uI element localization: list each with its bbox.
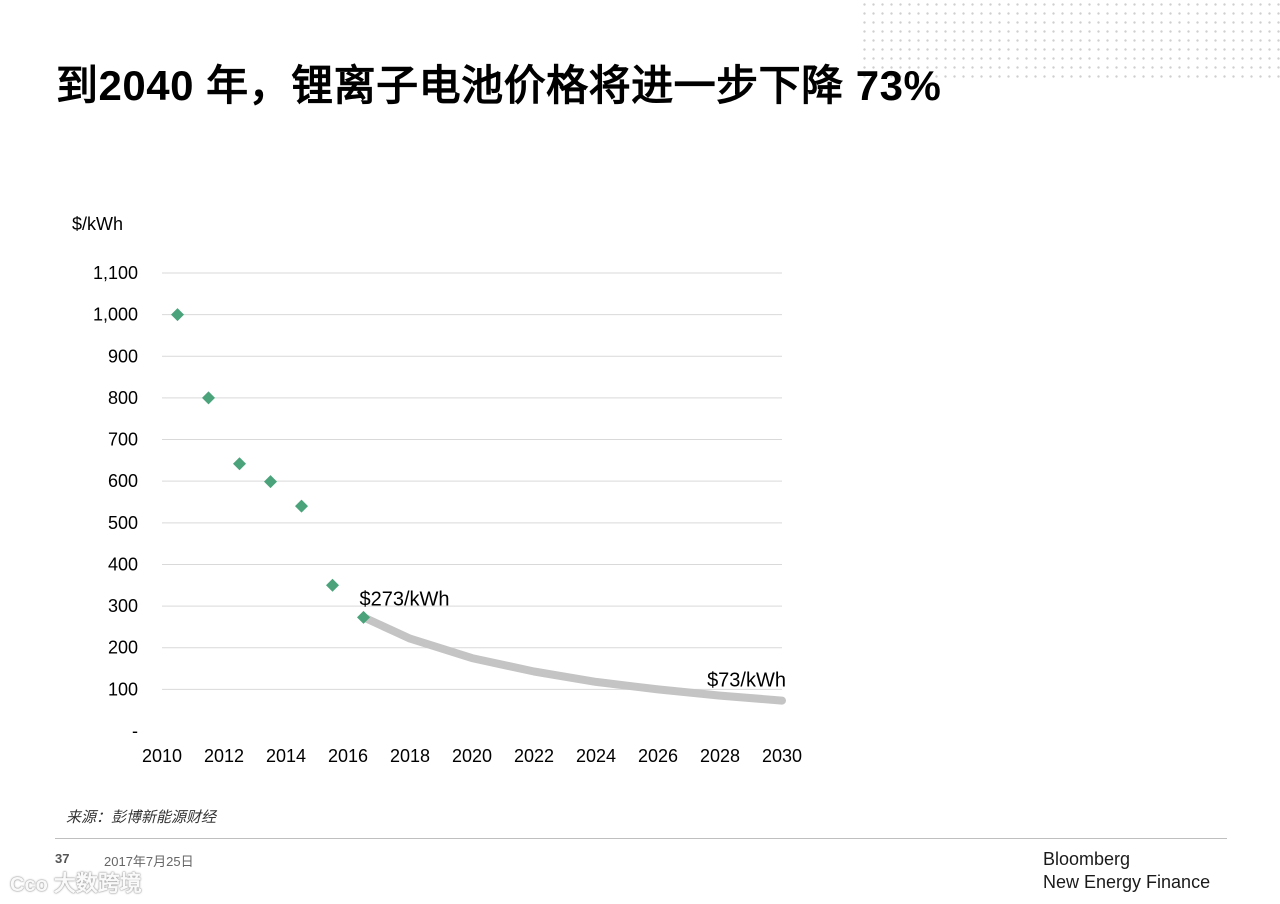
slide-date: 2017年7月25日 — [104, 854, 194, 869]
y-tick-label: 700 — [108, 430, 138, 450]
x-tick-label: 2020 — [452, 746, 492, 766]
brand-line-1: Bloomberg — [1043, 849, 1131, 869]
x-tick-label: 2018 — [390, 746, 430, 766]
y-tick-label: - — [132, 721, 138, 741]
brand-logo: Bloomberg New Energy Finance — [1043, 848, 1210, 894]
x-tick-label: 2028 — [700, 746, 740, 766]
x-tick-label: 2022 — [514, 746, 554, 766]
y-tick-label: 500 — [108, 513, 138, 533]
y-tick-label: 900 — [108, 346, 138, 366]
source-note: 来源：彭博新能源财经 — [66, 809, 217, 826]
data-point-marker — [171, 308, 184, 322]
x-tick-label: 2010 — [142, 746, 182, 766]
y-tick-label: 600 — [108, 471, 138, 491]
x-tick-label: 2030 — [762, 746, 802, 766]
x-tick-label: 2012 — [204, 746, 244, 766]
forecast-line — [359, 613, 786, 705]
data-point-marker — [357, 610, 370, 624]
annotation-label: $273/kWh — [360, 588, 450, 610]
watermark: Cco 大数跨境 — [10, 866, 142, 898]
data-point-marker — [326, 578, 339, 592]
data-point-marker — [202, 391, 215, 405]
annotation-label: $73/kWh — [707, 670, 786, 692]
data-point-marker — [233, 457, 246, 471]
dot-pattern-decoration — [860, 0, 1280, 80]
x-tick-label: 2024 — [576, 746, 616, 766]
x-tick-label: 2014 — [266, 746, 306, 766]
x-tick-label: 2026 — [638, 746, 678, 766]
y-tick-label: 100 — [108, 679, 138, 699]
page-number: 37 — [55, 851, 70, 866]
y-tick-label: 400 — [108, 554, 138, 574]
y-tick-label: 200 — [108, 638, 138, 658]
x-tick-label: 2016 — [328, 746, 368, 766]
y-tick-label: 1,000 — [93, 305, 138, 325]
footer-divider — [55, 838, 1227, 839]
y-tick-label: 300 — [108, 596, 138, 616]
y-axis-label: $/kWh — [72, 214, 123, 234]
watermark-text: 大数跨境 — [53, 871, 142, 896]
data-point-marker — [295, 499, 308, 513]
page-title: 到2040 年，锂离子电池价格将进一步下降 73% — [56, 62, 942, 109]
y-tick-label: 800 — [108, 388, 138, 408]
brand-line-2: New Energy Finance — [1043, 872, 1211, 892]
y-tick-label: 1,100 — [93, 263, 138, 283]
data-point-marker — [264, 475, 277, 489]
watermark-logo-icon: Cco — [10, 874, 48, 896]
